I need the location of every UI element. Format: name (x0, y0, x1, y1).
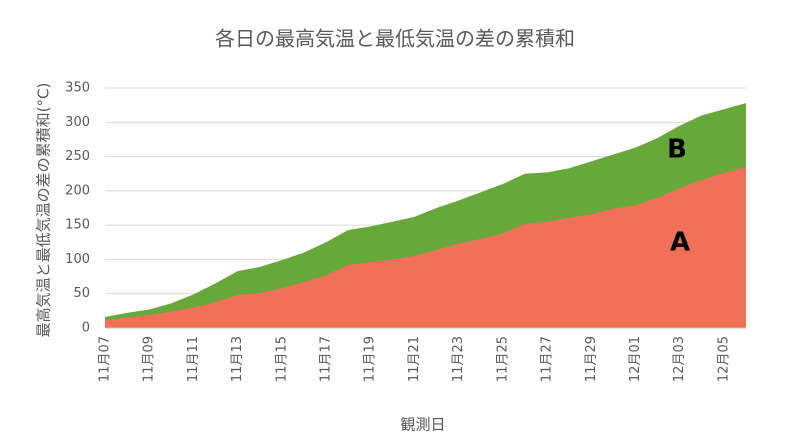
y-tick-label: 250 (65, 149, 90, 164)
y-tick-label: 200 (65, 183, 90, 198)
x-tick-label: 11月15 (274, 336, 289, 382)
area (105, 166, 746, 328)
x-tick-label: 11月27 (540, 336, 555, 382)
x-tick-label: 11月17 (319, 336, 334, 382)
x-tick-label: 11月25 (495, 336, 510, 382)
x-tick-label: 11月19 (363, 336, 378, 382)
series-label: A (670, 228, 690, 258)
x-tick-label: 11月21 (407, 336, 422, 382)
x-axis-label: 観測日 (400, 416, 445, 434)
x-tick-label: 11月13 (230, 336, 245, 382)
y-tick-label: 100 (65, 252, 90, 267)
y-tick-label: 50 (73, 286, 90, 301)
x-tick-label: 12月05 (716, 336, 731, 382)
x-tick-label: 12月01 (628, 336, 643, 382)
series-label: B (667, 135, 687, 165)
x-tick-label: 11月07 (98, 336, 113, 382)
y-axis-label: 最高気温と最低気温の差の累積和(°C) (35, 83, 53, 338)
y-tick-label: 0 (82, 321, 90, 336)
x-tick-label: 12月03 (672, 336, 687, 382)
x-tick-label: 11月11 (186, 336, 201, 382)
x-tick-label: 11月23 (451, 336, 466, 382)
y-tick-label: 150 (65, 218, 90, 233)
x-tick-label: 11月09 (142, 336, 157, 382)
chart-title: 各日の最高気温と最低気温の差の累積和 (215, 27, 575, 51)
x-tick-label: 11月29 (584, 336, 599, 382)
y-tick-label: 300 (65, 115, 90, 130)
y-tick-label: 350 (65, 81, 90, 96)
